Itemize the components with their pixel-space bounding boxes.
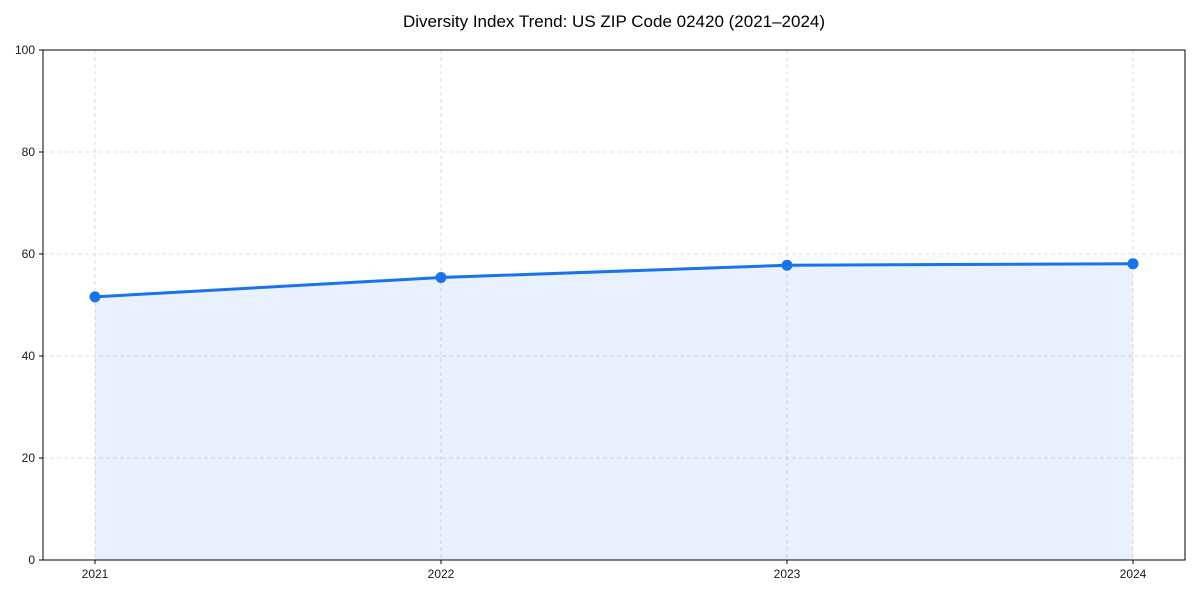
x-tick-label: 2022 [428,567,455,581]
plot-border [42,49,1186,561]
data-point-2024 [1127,258,1139,270]
y-tick-label: 60 [22,247,36,261]
x-tick-label: 2023 [774,567,801,581]
x-tick-label: 2021 [82,567,109,581]
y-tick-label: 80 [22,145,36,159]
chart-title: Diversity Index Trend: US ZIP Code 02420… [402,12,826,31]
x-tick-label: 2024 [1120,567,1147,581]
y-tick-label: 100 [15,43,35,57]
y-tick-label: 0 [28,553,35,567]
y-tick-label: 20 [22,451,36,465]
data-point-2022 [435,271,447,283]
trend-line [93,262,1135,299]
data-point-2023 [781,259,793,271]
data-point-2021 [89,291,101,303]
area-fill [95,263,1133,560]
y-tick-label: 40 [22,349,36,363]
